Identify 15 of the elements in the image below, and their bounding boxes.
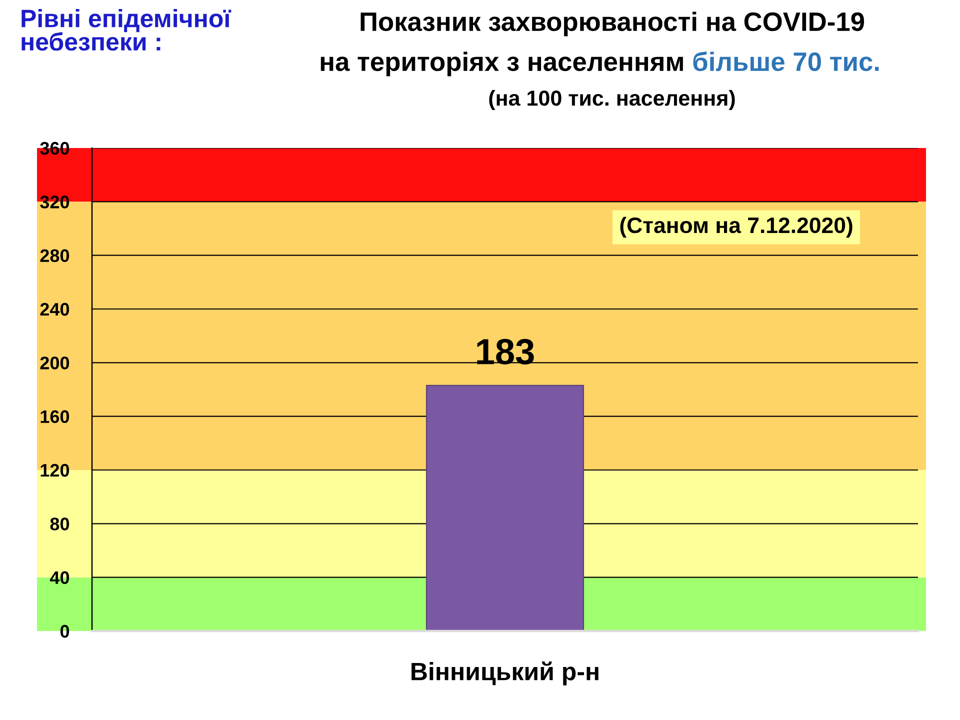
y-tick-label: 200 [40, 356, 70, 370]
y-tick-label: 40 [50, 571, 70, 584]
data-label: 183 [477, 338, 534, 364]
y-tick-label: 160 [40, 410, 70, 424]
annotation: (Станом на 7.12.2020) [620, 216, 852, 238]
y-tick-label: 120 [40, 464, 70, 477]
y-tick-label: 80 [50, 518, 70, 530]
chart-title: Показник захворюваності на COVID-19 [360, 12, 864, 36]
text: на територіях з населенням [320, 52, 683, 76]
text: Рівні епідемічної небезпеки : [22, 9, 232, 51]
x-tick-label: Вінницький р-н [412, 662, 598, 686]
chart-subtitle: (на 100 тис. населення) [489, 90, 735, 110]
y-tick-label: 280 [40, 249, 70, 262]
y-tick-label: 240 [40, 302, 70, 316]
text: більше 70 тис. [693, 51, 879, 72]
